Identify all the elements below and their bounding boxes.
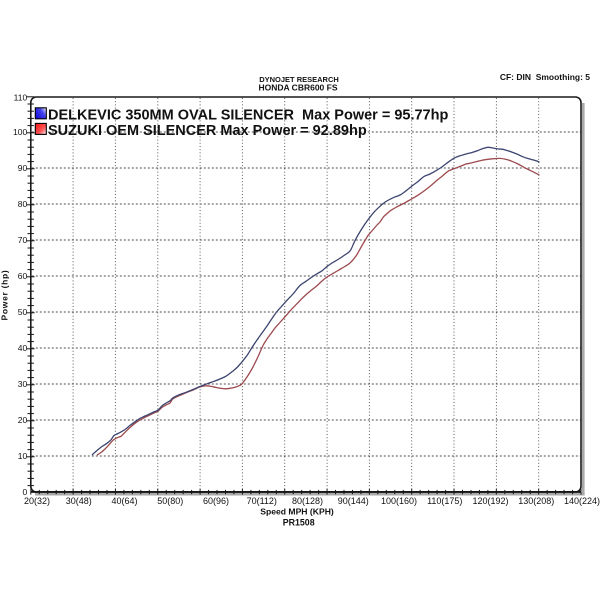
- svg-text:HONDA CBR600 FS: HONDA CBR600 FS: [258, 83, 337, 93]
- svg-text:110(175): 110(175): [427, 496, 462, 506]
- svg-text:DYNOJET RESEARCH: DYNOJET RESEARCH: [259, 75, 339, 84]
- svg-text:100(160): 100(160): [381, 496, 417, 506]
- svg-text:20(32): 20(32): [24, 496, 50, 506]
- svg-text:PR1508: PR1508: [283, 518, 315, 528]
- svg-text:90(144): 90(144): [338, 496, 369, 506]
- svg-text:80(128): 80(128): [292, 496, 323, 506]
- svg-text:40(64): 40(64): [111, 496, 137, 506]
- svg-text:Power (hp): Power (hp): [0, 270, 10, 321]
- svg-text:DELKEVIC 350MM OVAL SILENCER: DELKEVIC 350MM OVAL SILENCER Max Power =…: [48, 108, 448, 124]
- svg-text:30: 30: [18, 379, 28, 389]
- svg-text:120(192): 120(192): [472, 496, 508, 506]
- svg-text:90: 90: [18, 163, 28, 173]
- svg-text:50: 50: [18, 307, 28, 317]
- svg-text:70(112): 70(112): [247, 496, 277, 506]
- svg-text:Speed MPH (KPH): Speed MPH (KPH): [260, 506, 334, 516]
- svg-text:10: 10: [18, 451, 28, 461]
- svg-text:60(96): 60(96): [203, 496, 229, 506]
- svg-text:70: 70: [18, 235, 28, 245]
- svg-text:140(224): 140(224): [564, 496, 600, 506]
- svg-text:130(208): 130(208): [518, 496, 554, 506]
- svg-text:SUZUKI OEM SILENCER Max Power: SUZUKI OEM SILENCER Max Power = 92.89hp: [48, 123, 367, 139]
- svg-text:110: 110: [14, 93, 28, 103]
- svg-text:50(80): 50(80): [157, 496, 183, 506]
- svg-text:0: 0: [22, 487, 27, 497]
- svg-text:80: 80: [18, 199, 28, 209]
- svg-text:40: 40: [18, 343, 28, 353]
- svg-text:60: 60: [18, 271, 28, 281]
- svg-text:20: 20: [18, 415, 28, 425]
- svg-text:100: 100: [13, 127, 27, 137]
- svg-text:30(48): 30(48): [66, 496, 92, 506]
- svg-text:CF: DIN Smoothing: 5: CF: DIN Smoothing: 5: [500, 72, 590, 82]
